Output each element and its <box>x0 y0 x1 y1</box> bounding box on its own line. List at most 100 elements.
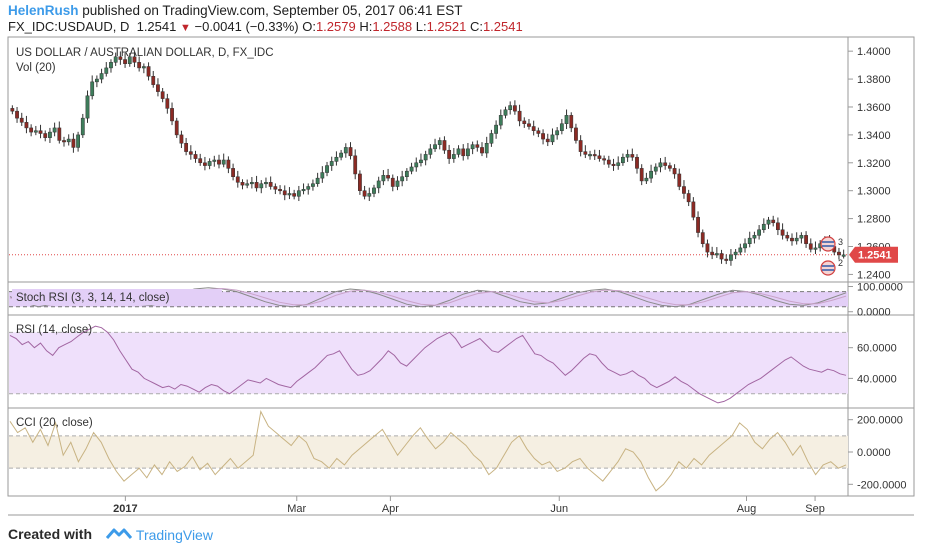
candle-body <box>414 162 419 168</box>
candle-body <box>282 190 287 196</box>
candle-body <box>498 115 503 126</box>
candle-body <box>771 219 776 224</box>
candle <box>719 249 724 264</box>
chart-area[interactable]: 1.4000 1.3800 1.3600 1.3400 1.3200 1.3000 1.28… <box>0 0 932 520</box>
candle-body <box>245 183 250 186</box>
candle <box>353 149 358 180</box>
candle-body <box>273 186 278 190</box>
candle <box>339 149 344 161</box>
candle-body <box>221 159 226 165</box>
candle <box>729 249 733 266</box>
candle <box>466 142 470 160</box>
event-count-3: 3 <box>838 237 843 247</box>
candle <box>104 62 109 77</box>
candle-body <box>710 251 715 256</box>
candle <box>212 155 217 167</box>
author-link[interactable]: HelenRush <box>8 3 79 18</box>
published-text: published on TradingView.com, September … <box>78 3 463 18</box>
candle-body <box>376 180 381 189</box>
y-tick-label: 1.3200 <box>857 158 891 170</box>
candle-body <box>409 166 414 172</box>
candle <box>733 249 738 260</box>
candle <box>480 142 484 157</box>
candle <box>489 129 494 147</box>
candle-body <box>808 243 813 250</box>
candle <box>249 177 254 189</box>
candle <box>541 129 545 145</box>
candle-body <box>602 158 607 161</box>
candle-body <box>80 117 85 136</box>
cci-pane-frame <box>7 407 915 497</box>
candle-body <box>198 158 203 164</box>
candle <box>761 218 766 233</box>
candle <box>264 177 268 188</box>
flag-icon <box>820 236 836 252</box>
candle <box>785 231 790 242</box>
candle-body <box>752 235 757 239</box>
indicator-series-line <box>9 410 847 492</box>
candle-body <box>724 258 729 261</box>
rsi-band <box>9 332 848 394</box>
candle <box>658 158 663 173</box>
candle <box>38 124 43 139</box>
candle-body <box>33 130 38 133</box>
candle <box>512 100 517 115</box>
candle-body <box>259 183 264 189</box>
candle-body <box>451 154 456 159</box>
candle <box>470 141 475 155</box>
event-marker-2[interactable]: 2 <box>820 258 843 276</box>
candle-body <box>470 144 475 150</box>
candle-body <box>574 127 578 141</box>
candle <box>165 93 170 114</box>
candle <box>193 150 198 163</box>
candle-body <box>325 165 329 173</box>
candle-body <box>329 161 334 166</box>
candle-body <box>639 168 644 182</box>
candle <box>691 197 696 221</box>
close-label: C: <box>469 19 483 34</box>
candle <box>790 233 794 246</box>
high-value: 1.2588 <box>372 19 413 34</box>
candle-body <box>367 193 372 197</box>
candle-body <box>625 154 630 158</box>
y-tick-label: 60.0000 <box>857 343 897 355</box>
candle <box>682 180 686 199</box>
candle <box>555 127 560 140</box>
candle <box>240 179 245 190</box>
candle <box>24 115 29 134</box>
candle-body <box>334 156 339 162</box>
tradingview-brand-link[interactable]: TradingView <box>135 527 213 544</box>
candle-body <box>217 159 221 165</box>
candle-body <box>686 193 691 203</box>
candle <box>621 153 625 166</box>
candle <box>414 157 419 172</box>
candle-body <box>456 148 461 155</box>
candle <box>348 142 353 160</box>
candle-body <box>484 143 489 154</box>
candle <box>588 150 592 160</box>
x-tick-label: Jun <box>550 503 568 515</box>
candle <box>672 164 677 179</box>
candle <box>90 75 95 100</box>
candle-body <box>235 176 240 183</box>
candle <box>376 176 381 194</box>
low-label: L: <box>415 19 427 34</box>
candle <box>639 164 644 186</box>
candle <box>696 211 700 238</box>
candle-body <box>644 177 649 182</box>
candle <box>76 131 80 152</box>
candle-body <box>621 156 625 164</box>
candle <box>127 53 132 67</box>
volume-indicator-label: Vol (20) <box>16 62 56 74</box>
candle <box>705 239 710 258</box>
candle-body <box>170 108 174 122</box>
candle-body <box>559 123 564 131</box>
candle <box>813 241 818 255</box>
candle <box>278 185 282 195</box>
event-marker-3[interactable]: 3 <box>820 236 843 252</box>
candle <box>48 127 52 143</box>
candle <box>574 123 578 144</box>
open-label: O: <box>302 19 316 34</box>
candle <box>207 158 212 170</box>
candle <box>245 179 250 189</box>
